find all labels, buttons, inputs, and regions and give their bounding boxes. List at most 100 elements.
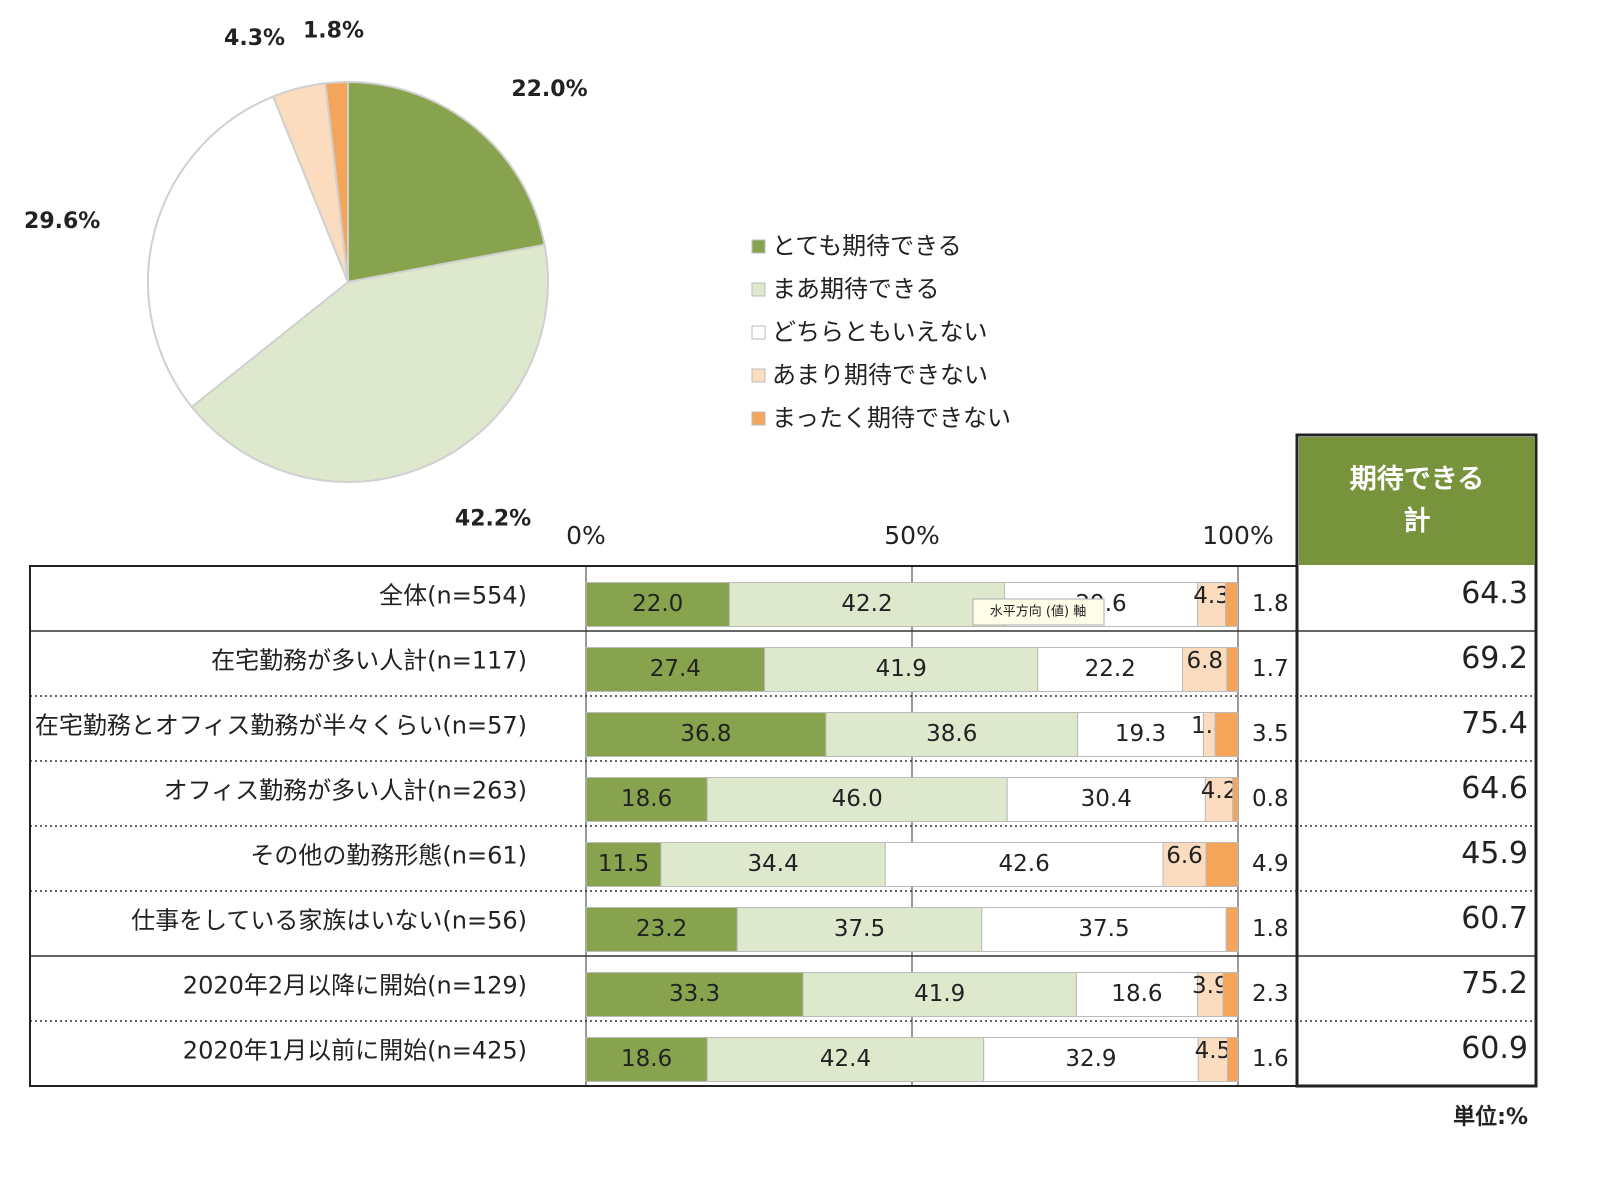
value-label: 37.5 <box>834 916 885 942</box>
category-label: 在宅勤務が多い人計(n=117) <box>211 647 527 675</box>
value-label: 11.5 <box>598 851 649 877</box>
value-label: 38.6 <box>926 721 977 747</box>
bar-segment <box>981 907 1227 952</box>
value-label: 4.9 <box>1252 851 1289 877</box>
pie-label: 1.8% <box>303 18 364 43</box>
value-label: 41.9 <box>914 981 965 1007</box>
bar-segment <box>1225 582 1238 627</box>
x-tick-label: 50% <box>884 521 940 550</box>
value-label: 18.6 <box>621 1046 672 1072</box>
unit-note: 単位:% <box>1453 1104 1528 1130</box>
x-tick-label: 0% <box>566 521 606 550</box>
pie-label: 29.6% <box>24 209 100 234</box>
bar-segment <box>585 842 662 887</box>
value-label: 6.8 <box>1186 648 1223 674</box>
x-tick-label: 100% <box>1202 521 1273 550</box>
totals-border <box>1295 433 1538 1088</box>
value-label: 23.2 <box>636 916 687 942</box>
pie-label: 22.0% <box>511 77 587 102</box>
total-value: 45.9 <box>1461 836 1528 871</box>
value-label: 32.9 <box>1065 1046 1116 1072</box>
bar-segment <box>706 1037 985 1082</box>
bar-segment <box>1077 712 1204 757</box>
totals-header: 期待できる計 <box>1299 437 1535 565</box>
pie-slice <box>147 95 350 409</box>
legend-label: とても期待できる <box>772 232 962 260</box>
bar-segment <box>1205 842 1239 887</box>
value-label: 0.8 <box>1252 786 1289 812</box>
bar-segment <box>1197 1037 1229 1082</box>
category-label: 2020年1月以前に開始(n=425) <box>183 1037 527 1065</box>
legend-label: まあ期待できる <box>772 275 940 303</box>
value-label: 3.9 <box>1192 973 1229 999</box>
bar-segment <box>585 907 738 952</box>
bar-segment <box>585 777 708 822</box>
pie-slice <box>347 80 546 284</box>
pie-slice <box>324 80 349 283</box>
value-label: 22.2 <box>1085 656 1136 682</box>
bar-segment <box>585 972 804 1017</box>
tooltip-box <box>972 598 1105 626</box>
value-label: 34.4 <box>748 851 799 877</box>
bar-segment <box>1226 647 1239 692</box>
totals-header-text: 期待できる計 <box>1349 464 1485 537</box>
value-label: 42.6 <box>999 851 1050 877</box>
category-label: 仕事をしている家族はいない(n=56) <box>131 907 527 935</box>
value-label: 46.0 <box>832 786 883 812</box>
value-label: 1.8 <box>1252 591 1289 617</box>
value-label: 18.6 <box>1111 981 1162 1007</box>
total-value: 75.2 <box>1461 966 1528 1001</box>
value-label: 1.6 <box>1252 1046 1289 1072</box>
total-value: 64.6 <box>1461 771 1528 806</box>
bar-segment <box>1075 972 1199 1017</box>
legend-swatch <box>751 239 766 254</box>
category-label: 2020年2月以降に開始(n=129) <box>183 972 527 1000</box>
bar-segment <box>585 712 827 757</box>
value-label: 1.7 <box>1252 656 1289 682</box>
value-label: 2.3 <box>1252 981 1289 1007</box>
total-value: 69.2 <box>1461 641 1528 676</box>
legend-swatch <box>751 411 766 426</box>
value-label: 30.4 <box>1081 786 1132 812</box>
bar-segment <box>736 907 983 952</box>
bar-segment <box>825 712 1079 757</box>
legend-label: どちらともいえない <box>772 318 988 346</box>
bar-segment <box>1182 647 1228 692</box>
value-label: 42.2 <box>841 591 892 617</box>
bar-segment <box>1225 907 1239 952</box>
category-label: その他の勤務形態(n=61) <box>250 842 527 870</box>
value-label: 33.3 <box>669 981 720 1007</box>
value-label: 27.4 <box>650 656 701 682</box>
bar-segment <box>1232 777 1239 822</box>
bar-segment <box>1162 842 1207 887</box>
total-value: 64.3 <box>1461 576 1528 611</box>
bar-segment <box>1197 582 1227 627</box>
pie-slice <box>190 243 549 483</box>
value-label: 19.3 <box>1115 721 1166 747</box>
value-label: 3.5 <box>1252 721 1289 747</box>
total-value: 60.7 <box>1461 901 1528 936</box>
total-value: 75.4 <box>1461 706 1528 741</box>
bar-segment <box>1037 647 1184 692</box>
value-label: 6.6 <box>1166 843 1203 869</box>
category-label: 全体(n=554) <box>379 582 527 610</box>
bar-segment <box>660 842 886 887</box>
category-label: オフィス勤務が多い人計(n=263) <box>164 777 527 805</box>
bar-segment <box>1227 1037 1239 1082</box>
bar-segment <box>884 842 1164 887</box>
bar-segment <box>706 777 1008 822</box>
value-label: 1.8 <box>1252 916 1289 942</box>
bar-segment <box>764 647 1039 692</box>
value-label: 4.5 <box>1195 1038 1232 1064</box>
bar-segment <box>728 582 1006 627</box>
bar-segment <box>585 647 766 692</box>
value-label: 18.6 <box>621 786 672 812</box>
legend-label: まったく期待できない <box>772 404 1011 432</box>
value-label: 37.5 <box>1078 916 1129 942</box>
pie-label: 4.3% <box>224 26 285 51</box>
value-label: 4.2 <box>1201 778 1238 804</box>
tooltip-text: 水平方向 (値) 軸 <box>990 604 1086 620</box>
value-label: 42.4 <box>820 1046 871 1072</box>
legend-label: あまり期待できない <box>772 361 988 389</box>
